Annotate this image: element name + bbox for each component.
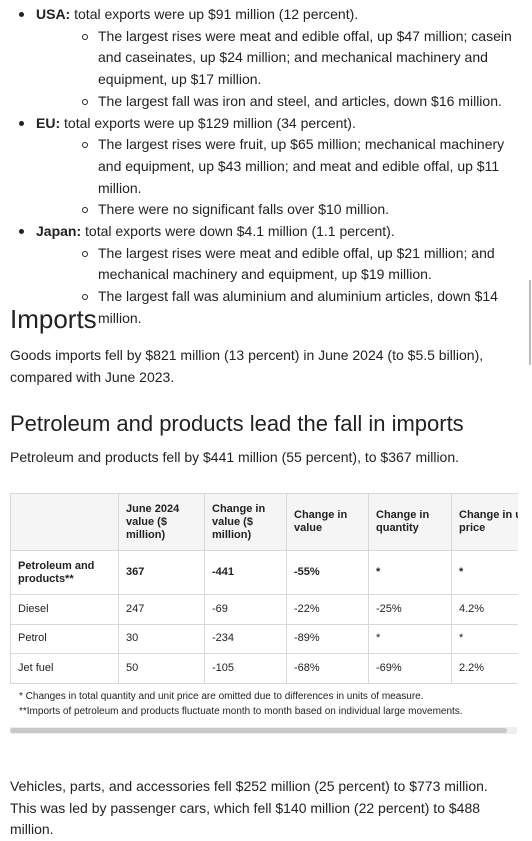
table-cell: -441 bbox=[204, 550, 287, 595]
table-cell: Jet fuel bbox=[10, 653, 119, 684]
table-cell: -68% bbox=[286, 653, 369, 684]
table-cell: -234 bbox=[204, 623, 287, 655]
table-cell: 30 bbox=[118, 623, 205, 655]
label: USA: bbox=[36, 6, 71, 22]
table-row: Jet fuel 50 -105 -68% -69% 2.2% bbox=[10, 653, 518, 684]
table-cell: * bbox=[368, 623, 452, 655]
text: total exports were up $129 million (34 p… bbox=[64, 114, 356, 131]
sub-item: The largest fall was iron and steel, and… bbox=[36, 91, 532, 113]
header-cell: Change in unit price bbox=[451, 493, 518, 551]
header-cell: June 2024 value ($ million) bbox=[118, 493, 205, 551]
label: Japan: bbox=[36, 223, 82, 240]
paragraph: Vehicles, parts, and accessories fell $2… bbox=[10, 778, 488, 838]
export-item: USA: total exports were up $91 million (… bbox=[0, 4, 532, 113]
export-item: EU: total exports were up $129 million (… bbox=[0, 113, 532, 222]
note: * Changes in total quantity and unit pri… bbox=[19, 691, 424, 702]
note: **Imports of petroleum and products fluc… bbox=[19, 706, 463, 717]
table-notes: * Changes in total quantity and unit pri… bbox=[19, 689, 529, 719]
table-wrap: June 2024 value ($ million) Change in va… bbox=[10, 493, 518, 684]
sub-item: The largest fall was aluminium and alumi… bbox=[36, 286, 532, 329]
exports-list: USA: total exports were up $91 million (… bbox=[0, 4, 532, 330]
export-item: Japan: total exports were down $4.1 mill… bbox=[0, 221, 532, 330]
table-cell: 4.2% bbox=[451, 594, 518, 625]
table-cell: Petroleum and products** bbox=[10, 550, 119, 595]
paragraph: Petroleum and products fell by $441 mill… bbox=[10, 449, 460, 465]
table-cell: 2.2% bbox=[451, 653, 518, 684]
sub-item: There were no significant falls over $10… bbox=[36, 199, 532, 221]
sub-item: The largest rises were meat and edible o… bbox=[36, 243, 532, 286]
table-cell: * bbox=[451, 550, 518, 595]
text: total exports were down $4.1 million (1.… bbox=[85, 223, 395, 240]
table-cell: Diesel bbox=[10, 594, 119, 625]
header-cell: Change in quantity bbox=[368, 493, 452, 551]
table-row: Petrol 30 -234 -89% * * bbox=[10, 623, 518, 655]
scrollbar bbox=[10, 727, 517, 734]
sub-item: The largest rises were fruit, up $65 mil… bbox=[36, 134, 532, 199]
header-cell: Change in value ($ million) bbox=[204, 493, 287, 551]
table-cell: * bbox=[451, 623, 518, 655]
table-row: Diesel 247 -69 -22% -25% 4.2% bbox=[10, 594, 518, 625]
table-cell: 247 bbox=[118, 594, 205, 625]
table-cell: -55% bbox=[286, 550, 369, 595]
table-cell: -89% bbox=[286, 623, 369, 655]
table-cell: 367 bbox=[118, 550, 205, 595]
sub-item: The largest rises were meat and edible o… bbox=[36, 26, 532, 91]
text: total exports were up $91 million (12 pe… bbox=[74, 6, 359, 22]
heading: Imports bbox=[10, 304, 97, 334]
paragraph: Goods imports fell by $821 million (13 p… bbox=[10, 347, 484, 385]
table: June 2024 value ($ million) Change in va… bbox=[10, 493, 518, 684]
table-cell: -69% bbox=[368, 653, 452, 684]
header-cell: Change in value bbox=[286, 493, 369, 551]
table-cell: -69 bbox=[204, 594, 287, 625]
label: EU: bbox=[36, 114, 61, 131]
page-scrollbar bbox=[529, 280, 531, 365]
table-row: Petroleum and products** 367 -441 -55% * * bbox=[10, 550, 518, 595]
heading: Petroleum and products lead the fall in … bbox=[10, 411, 464, 436]
table-cell: -22% bbox=[286, 594, 369, 625]
table-cell: -25% bbox=[368, 594, 452, 625]
table-cell: 50 bbox=[118, 653, 205, 684]
table-cell: -105 bbox=[204, 653, 287, 684]
table-cell: Petrol bbox=[10, 623, 119, 655]
table-cell: * bbox=[368, 550, 452, 595]
